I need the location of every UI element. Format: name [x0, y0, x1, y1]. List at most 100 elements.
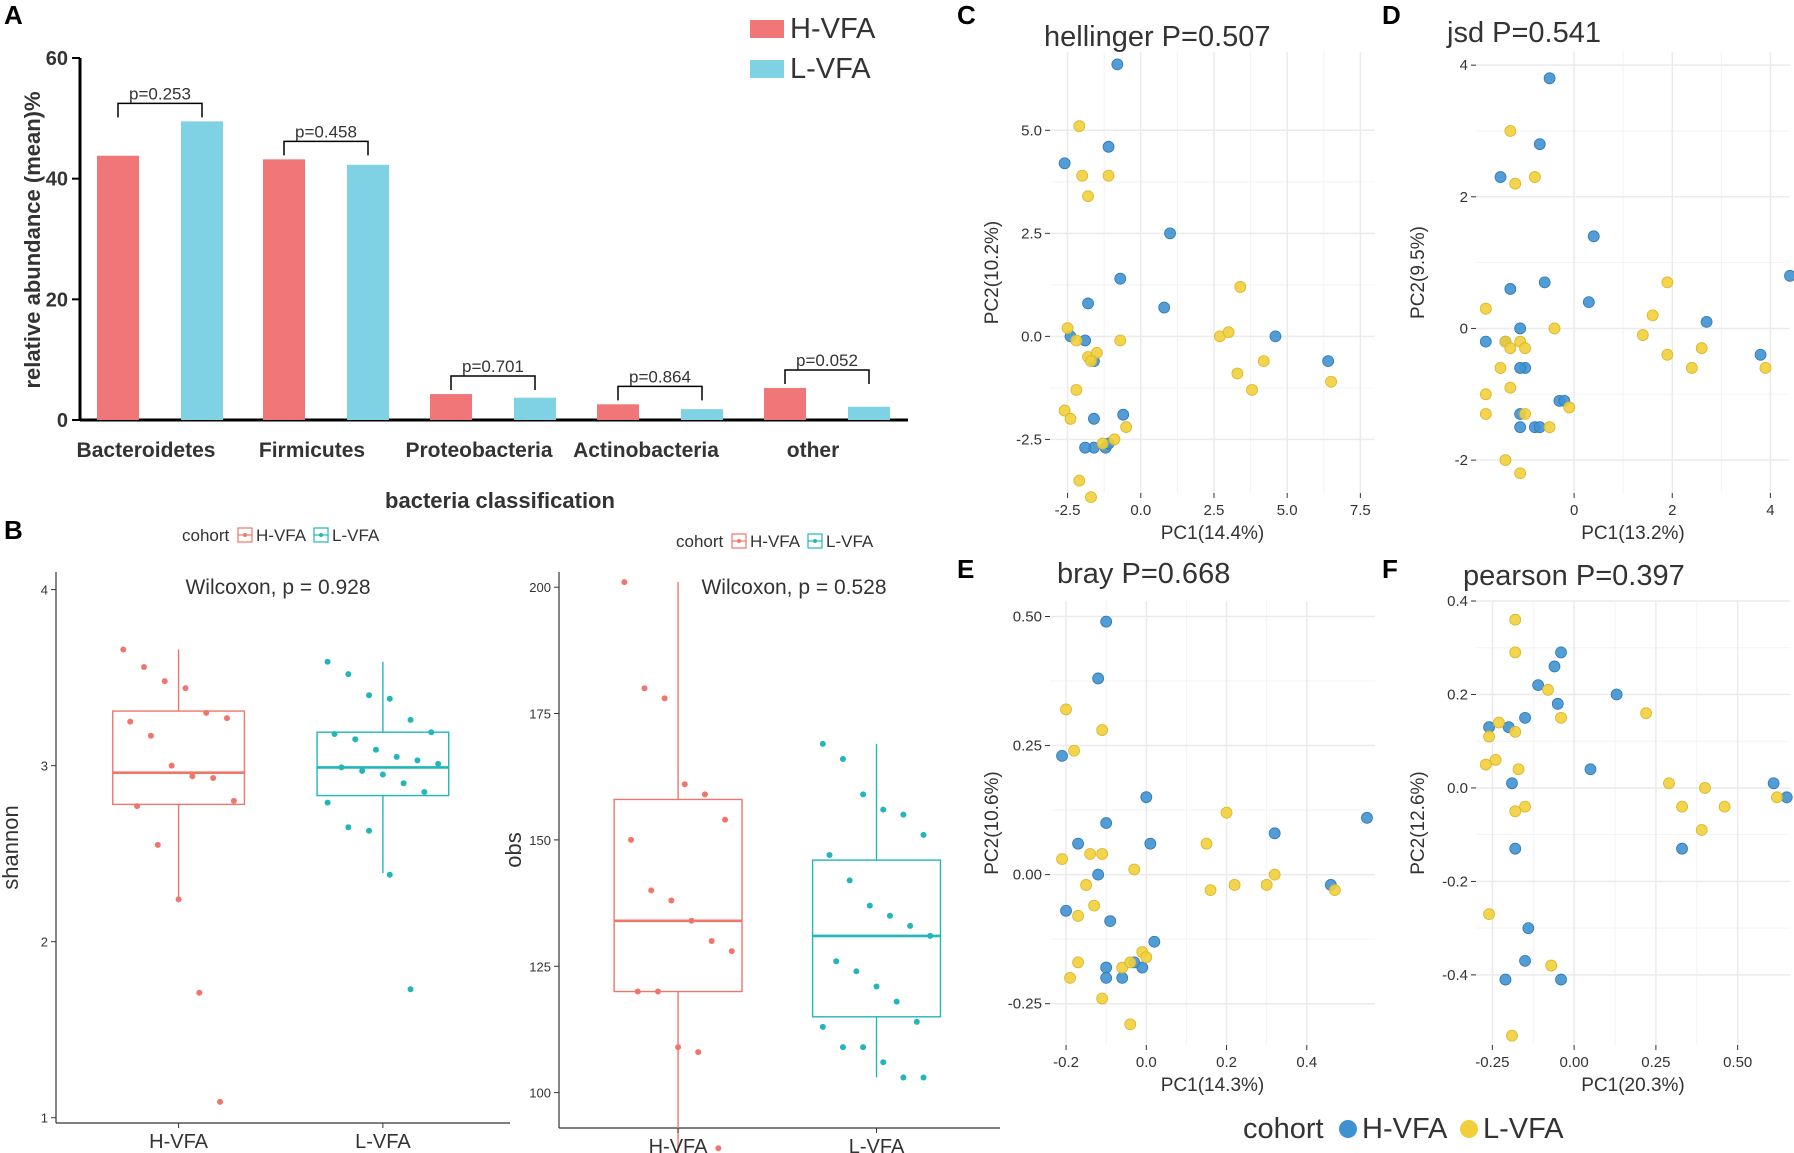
- bar-h-vfa: [97, 155, 139, 421]
- plot-area: [1050, 52, 1375, 493]
- data-point: [1506, 777, 1518, 790]
- data-point: [853, 968, 860, 975]
- y-tick-label: 2: [41, 935, 48, 950]
- data-point: [1064, 971, 1076, 984]
- panel-letter-d: D: [1382, 0, 1401, 30]
- data-point: [1246, 384, 1258, 396]
- y-tick-label: 100: [529, 1086, 551, 1101]
- data-point: [701, 791, 708, 798]
- y-axis-title: PC2(9.5%): [1408, 226, 1429, 319]
- y-tick-label: 20: [46, 289, 68, 311]
- data-point: [1100, 971, 1113, 984]
- data-point: [1140, 791, 1153, 804]
- data-point: [407, 716, 414, 723]
- legend-label: L-VFA: [1483, 1113, 1564, 1145]
- data-point: [1088, 412, 1100, 425]
- y-tick-label: 4: [1460, 57, 1468, 74]
- y-tick-label: -0.2: [1442, 873, 1468, 890]
- data-point: [359, 767, 366, 774]
- y-tick-label: 5.0: [1021, 122, 1042, 139]
- p-value-label: p=0.052: [796, 351, 858, 370]
- data-point: [324, 658, 331, 665]
- data-point: [1699, 782, 1711, 794]
- data-point: [1068, 744, 1080, 757]
- data-point: [1073, 474, 1086, 487]
- x-tick-label: L-VFA: [355, 1131, 411, 1153]
- obs-boxplot-panel: 100 125 150 175 200 obs Wilcoxon, p = 0.528 H-V…: [501, 532, 1000, 1153]
- x-tick-label: -0.2: [1053, 1054, 1079, 1071]
- data-point: [1492, 716, 1505, 729]
- data-point: [1231, 367, 1244, 380]
- data-point: [1499, 454, 1512, 466]
- legend-label: L-VFA: [790, 53, 871, 85]
- data-point: [1489, 754, 1502, 766]
- legend-label: H-VFA: [1362, 1113, 1448, 1145]
- data-point: [1080, 879, 1093, 891]
- category-label: Firmicutes: [259, 439, 365, 462]
- legend-key-dot: [813, 539, 817, 543]
- stat-title: Wilcoxon, p = 0.928: [185, 576, 370, 599]
- data-point: [379, 771, 386, 778]
- data-point: [217, 1098, 224, 1105]
- p-value-label: p=0.253: [129, 84, 191, 103]
- x-tick-label: 0.0: [1136, 1054, 1157, 1071]
- x-tick-label: H-VFA: [649, 1136, 709, 1153]
- plot-title: pearson P=0.397: [1463, 560, 1685, 592]
- data-point: [1522, 922, 1535, 935]
- y-axis-title: relative abundance (mean)%: [20, 91, 45, 388]
- data-point: [120, 646, 127, 653]
- data-point: [1555, 711, 1567, 724]
- data-point: [1124, 1018, 1137, 1031]
- legend-key-dot: [243, 533, 247, 537]
- plot-area: [1050, 601, 1375, 1045]
- data-point: [833, 958, 840, 965]
- data-point: [1060, 904, 1072, 917]
- p-value-label: p=0.701: [462, 357, 524, 376]
- box: [811, 859, 942, 1018]
- y-tick-label: 0.0: [1021, 328, 1042, 345]
- x-tick-label: 0: [1570, 502, 1578, 519]
- data-point: [1676, 842, 1688, 855]
- data-point: [414, 757, 421, 764]
- y-tick-label: 4: [41, 583, 48, 598]
- data-point: [886, 912, 893, 919]
- data-point: [668, 897, 675, 904]
- data-point: [1533, 421, 1546, 434]
- data-point: [641, 685, 648, 692]
- data-point: [372, 746, 379, 753]
- data-point: [1096, 992, 1109, 1005]
- data-point: [1640, 707, 1652, 720]
- data-point: [907, 922, 914, 929]
- y-tick-label: 125: [529, 959, 551, 974]
- panel-letter-a: A: [4, 0, 23, 30]
- y-tick-label: 175: [529, 707, 551, 722]
- data-point: [1479, 408, 1492, 420]
- stat-title: Wilcoxon, p = 0.528: [701, 576, 886, 599]
- bray-pcoa-panel: -0.2 0.0 0.2 0.4 -0.25 0.00 0.25 0.50 PC1(14.3%)…: [982, 558, 1375, 1096]
- data-point: [1325, 375, 1337, 388]
- x-tick-label: 0.2: [1216, 1054, 1237, 1071]
- bar-l-vfa: [681, 409, 723, 420]
- data-point: [1504, 381, 1517, 394]
- data-point: [1685, 362, 1698, 374]
- data-point: [1676, 800, 1688, 813]
- data-point: [407, 986, 414, 993]
- data-point: [210, 774, 217, 781]
- data-point: [147, 732, 154, 739]
- data-point: [1543, 421, 1556, 434]
- legend-label: L-VFA: [826, 532, 874, 551]
- panel-letter-e: E: [957, 554, 974, 584]
- data-point: [1060, 703, 1072, 716]
- p-value-label: p=0.458: [295, 122, 357, 141]
- data-point: [1128, 863, 1141, 876]
- legend-label: H-VFA: [790, 13, 876, 45]
- data-point: [913, 1018, 920, 1025]
- data-point: [1548, 322, 1561, 335]
- y-tick-label: 0.50: [1013, 608, 1042, 625]
- data-point: [134, 803, 141, 810]
- y-tick-label: 0.00: [1013, 867, 1042, 884]
- data-point: [839, 1044, 846, 1051]
- y-tick-label: 0: [57, 410, 68, 432]
- data-point: [1504, 125, 1517, 137]
- data-point: [1088, 899, 1101, 912]
